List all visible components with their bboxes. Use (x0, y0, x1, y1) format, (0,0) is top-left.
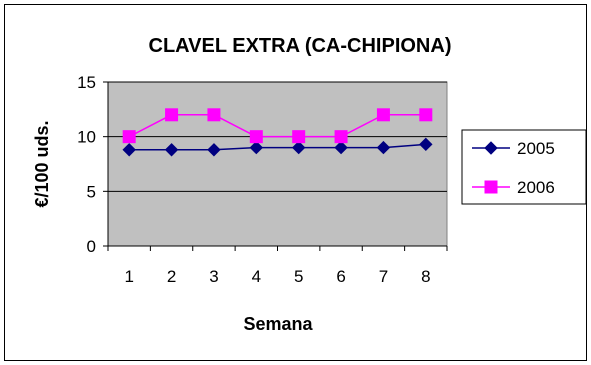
data-point-2006 (122, 130, 136, 144)
x-tick-label: 4 (252, 267, 261, 286)
data-point-2006 (334, 130, 348, 144)
plot-area (107, 81, 448, 247)
data-point-2006 (249, 130, 263, 144)
data-point-2005 (122, 143, 136, 157)
x-axis: 1 2 3 4 5 6 7 8 (107, 245, 448, 286)
legend: 2005 2006 (472, 139, 555, 197)
data-point-2005 (376, 140, 391, 155)
legend-label: 2005 (517, 139, 555, 158)
data-point-2005 (164, 143, 179, 157)
data-point-2005 (419, 137, 433, 152)
legend-marker-2005 (484, 141, 498, 155)
x-tick-label: 1 (124, 267, 133, 286)
x-tick-label: 2 (167, 267, 176, 286)
data-point-2006 (207, 108, 221, 122)
chart-title: CLAVEL EXTRA (CA-CHIPIONA) (149, 35, 452, 57)
x-axis-title: Semana (243, 314, 313, 334)
data-point-2005 (207, 143, 221, 157)
y-tick-label: 10 (77, 128, 96, 147)
y-axis: 0 5 10 15 (77, 73, 109, 256)
y-tick-label: 15 (77, 73, 96, 92)
y-tick-label: 5 (87, 182, 96, 201)
data-point-2006 (376, 108, 390, 122)
series-line-2005 (129, 143, 426, 151)
series-line-2006 (128, 114, 426, 138)
data-point-2005 (334, 140, 348, 155)
data-point-2005 (291, 140, 306, 155)
legend-box (461, 129, 587, 205)
x-tick-label: 3 (209, 267, 218, 286)
x-tick-label: 5 (294, 267, 303, 286)
x-tick-label: 7 (379, 267, 388, 286)
x-tick-label: 8 (421, 267, 430, 286)
data-point-2005 (249, 140, 264, 155)
data-point-2006 (419, 108, 433, 122)
x-tick-label: 6 (336, 267, 345, 286)
data-point-2006 (165, 108, 179, 122)
series-layer (122, 108, 433, 157)
legend-label: 2006 (517, 178, 555, 197)
y-tick-label: 0 (87, 237, 96, 256)
legend-marker-2006 (484, 180, 498, 194)
y-axis-title: €/100 uds. (32, 120, 52, 207)
data-point-2006 (292, 130, 306, 144)
